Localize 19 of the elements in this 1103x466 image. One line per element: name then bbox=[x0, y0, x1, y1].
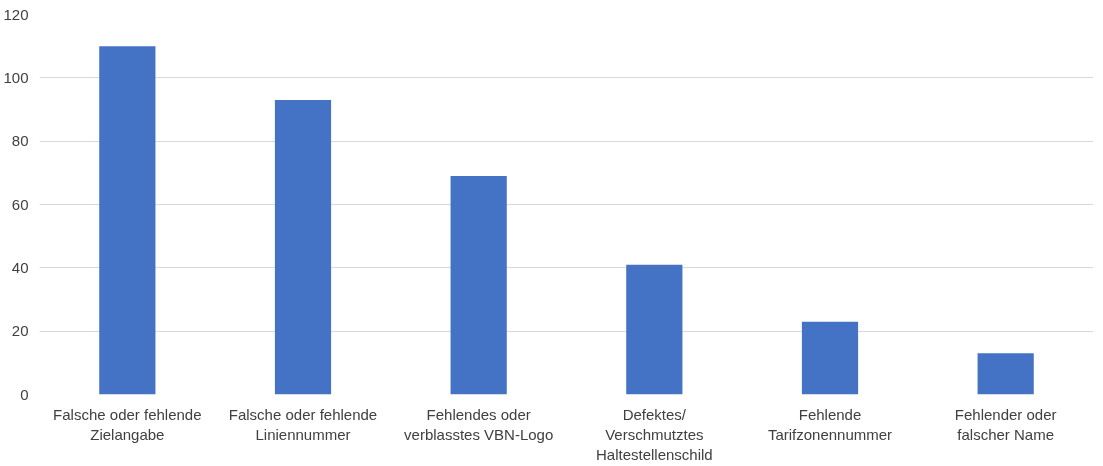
x-tick-label: Defektes/ Verschmutztes Haltestellenschild bbox=[595, 405, 713, 464]
bar bbox=[977, 353, 1034, 395]
y-tick-label: 120 bbox=[3, 5, 29, 23]
bar bbox=[450, 176, 507, 395]
x-tick-label: Falsche oder fehlende Liniennummer bbox=[228, 405, 378, 443]
x-tick-label: Fehlender oder falscher Name bbox=[954, 405, 1057, 443]
y-tick-label: 60 bbox=[11, 195, 29, 213]
y-tick-label: 100 bbox=[3, 68, 29, 86]
bar bbox=[99, 46, 156, 395]
bar bbox=[626, 264, 683, 395]
x-tick-label: Fehlendes oder verblasstes VBN-Logo bbox=[404, 405, 554, 443]
y-tick-label: 0 bbox=[20, 385, 29, 403]
bar bbox=[801, 321, 859, 395]
x-tick-label: Fehlende Tarifzonennummer bbox=[767, 405, 893, 443]
y-tick-label: 20 bbox=[11, 322, 29, 340]
y-tick-label: 80 bbox=[11, 132, 29, 150]
y-tick-label: 40 bbox=[11, 258, 29, 276]
bar bbox=[274, 100, 332, 395]
x-tick-label: Falsche oder fehlende Zielangabe bbox=[53, 405, 202, 443]
